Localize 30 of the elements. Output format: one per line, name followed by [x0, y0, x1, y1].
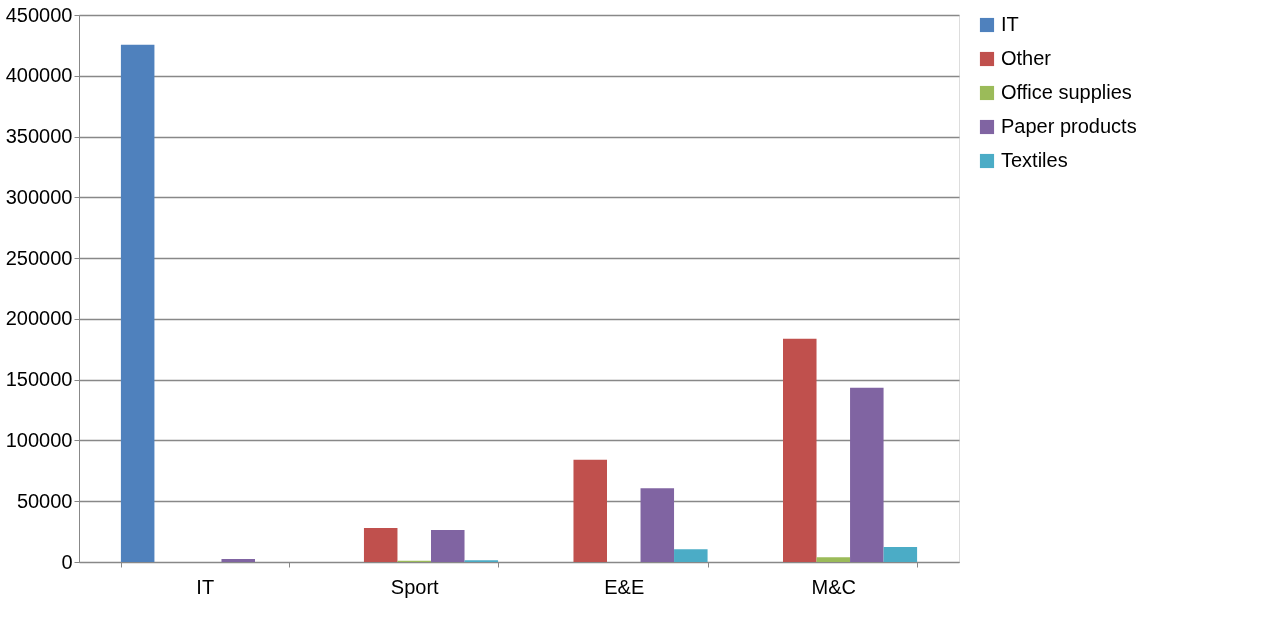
bar: [674, 549, 708, 562]
legend-label: Other: [1001, 47, 1052, 69]
y-tick-label: 400000: [5, 64, 73, 87]
y-tick-label: 0: [61, 550, 73, 573]
bar: [816, 557, 851, 562]
bar: [850, 387, 884, 562]
bar: [363, 527, 398, 562]
bar: [783, 338, 817, 562]
x-tick-label: IT: [196, 575, 215, 598]
y-tick-label: 300000: [5, 185, 73, 208]
x-tick-label: Sport: [390, 575, 440, 598]
legend-label: Textiles: [1001, 149, 1068, 171]
y-tick-label: 250000: [5, 246, 73, 269]
x-tick-label: E&E: [604, 575, 645, 598]
y-tick-label: 100000: [5, 428, 73, 451]
bar: [221, 558, 255, 562]
bar: [431, 530, 465, 562]
legend-label: IT: [1001, 13, 1019, 35]
bar: [573, 459, 607, 562]
x-tick-label: M&C: [811, 575, 857, 598]
bar: [883, 547, 918, 562]
bar: [640, 488, 675, 562]
legend-label: Office supplies: [1001, 81, 1132, 103]
y-tick-label: 150000: [5, 368, 73, 391]
y-tick-label: 350000: [5, 125, 73, 148]
bar: [120, 44, 155, 562]
y-tick-label: 450000: [5, 3, 73, 26]
legend-label: Paper products: [1001, 115, 1137, 137]
y-tick-label: 50000: [16, 489, 73, 512]
y-tick-label: 200000: [5, 307, 73, 330]
